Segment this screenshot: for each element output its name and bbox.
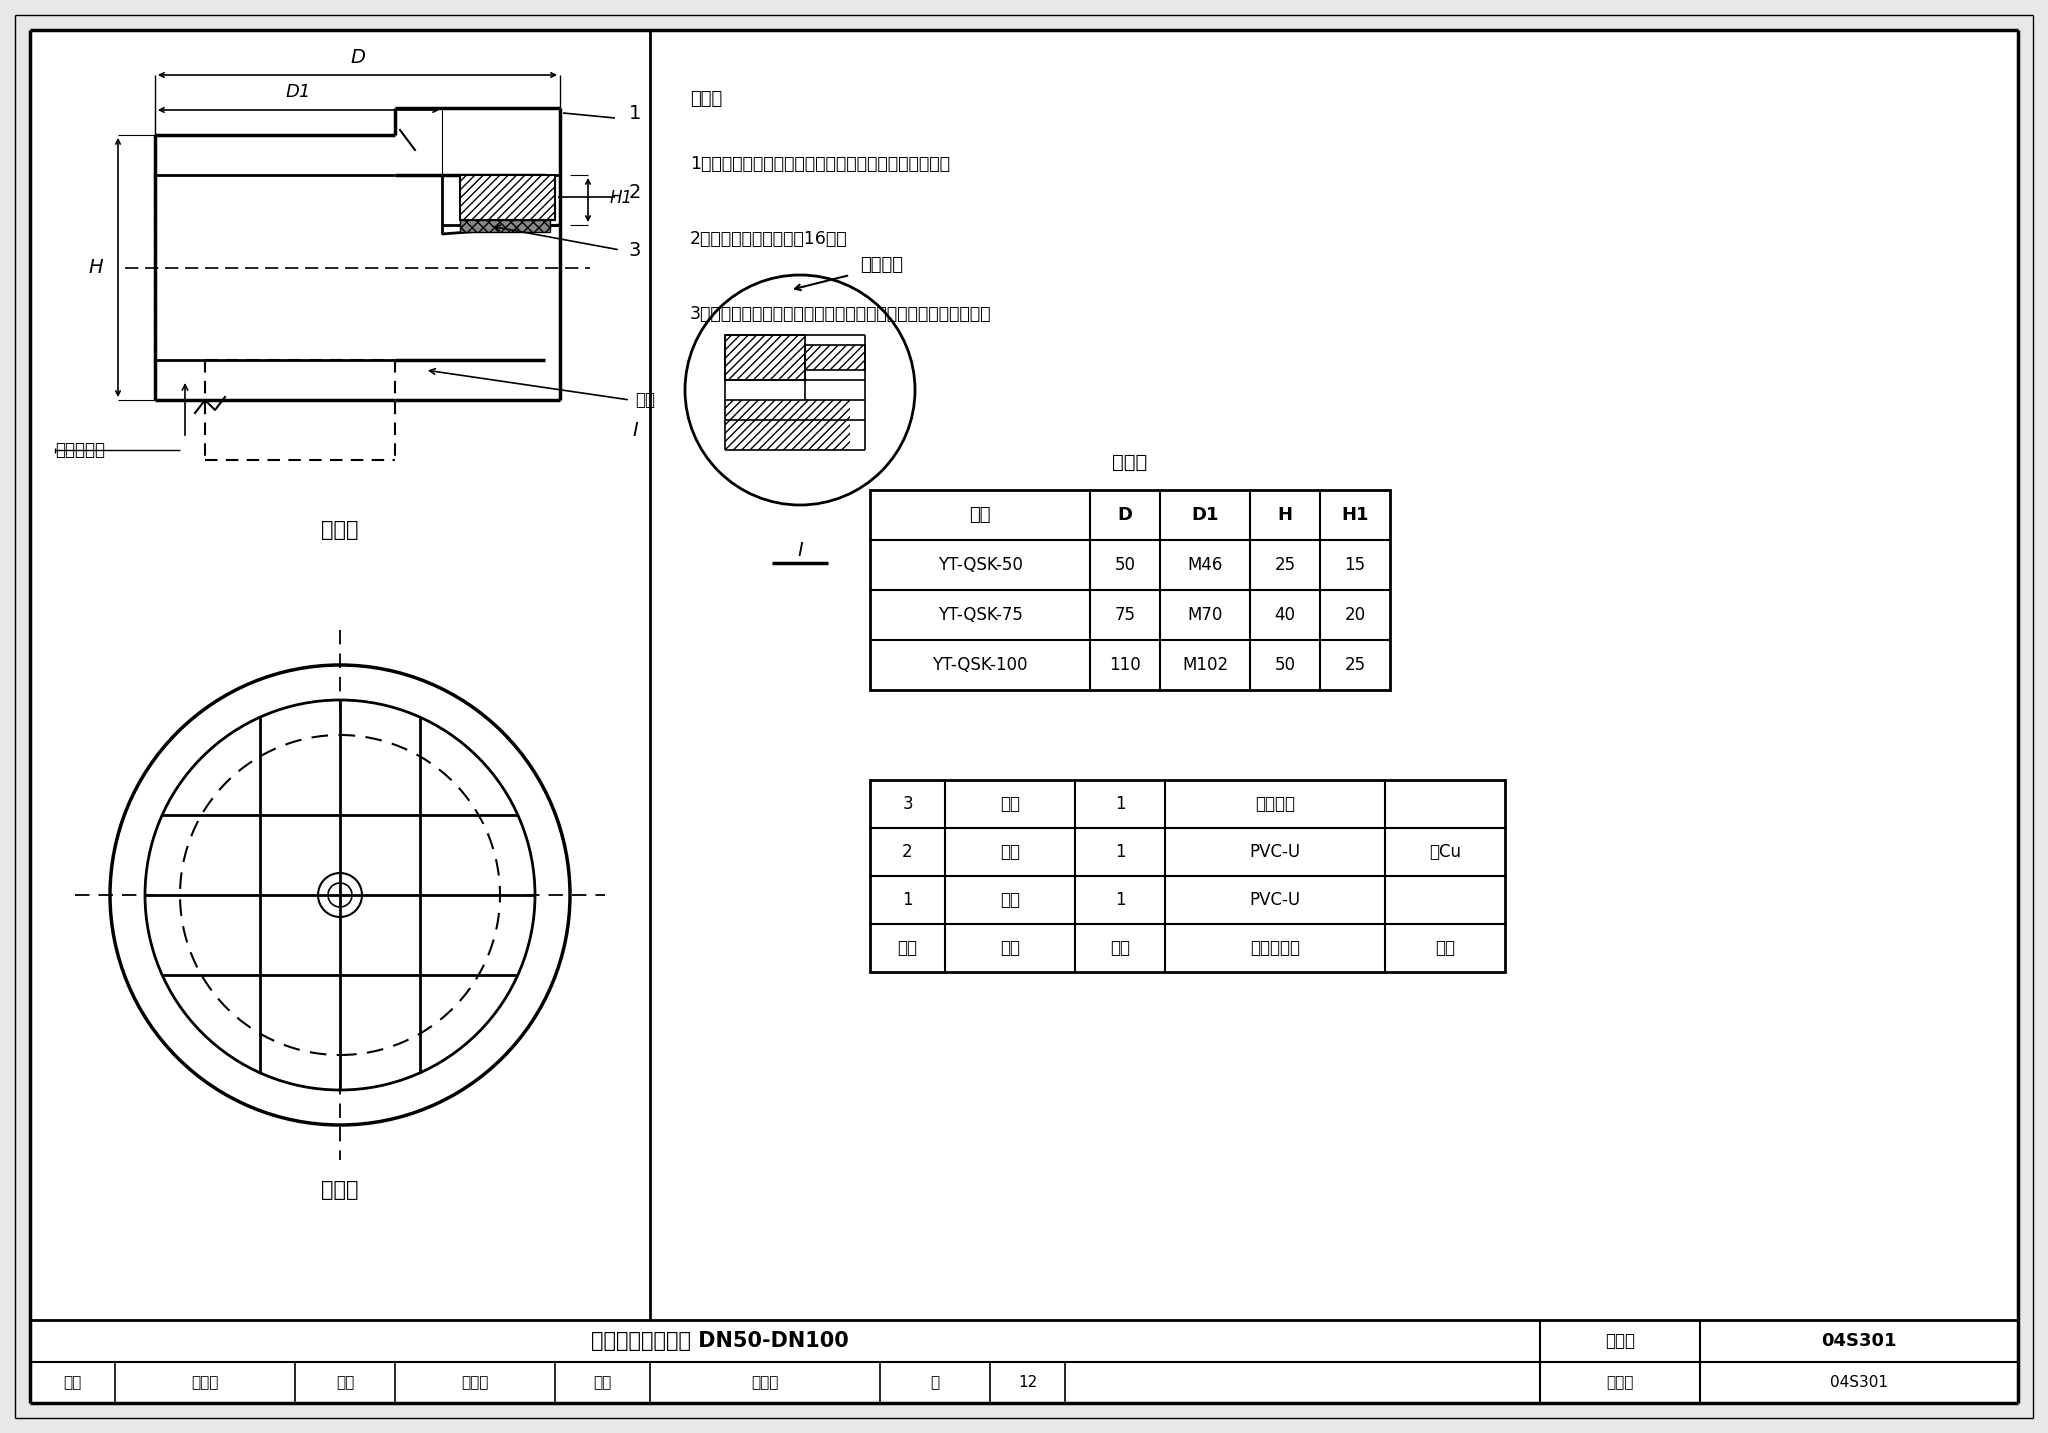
Text: 本体: 本体 (999, 891, 1020, 909)
Text: D: D (350, 47, 365, 66)
Text: D: D (1118, 506, 1133, 524)
Text: 3: 3 (629, 241, 641, 259)
Text: 2: 2 (629, 182, 641, 202)
Text: M46: M46 (1188, 556, 1223, 575)
Text: 马信国: 马信国 (461, 1376, 489, 1390)
Text: 垫圈: 垫圈 (999, 795, 1020, 813)
Text: 审核: 审核 (63, 1376, 82, 1390)
Bar (725, 335, 805, 380)
Text: I: I (633, 420, 637, 440)
Circle shape (684, 275, 915, 504)
Circle shape (111, 665, 569, 1125)
Text: 型号: 型号 (969, 506, 991, 524)
Text: 20: 20 (1343, 606, 1366, 623)
Text: 图集号: 图集号 (1606, 1376, 1634, 1390)
Text: 构造图: 构造图 (322, 520, 358, 540)
Text: 1: 1 (1114, 795, 1124, 813)
Text: 序号: 序号 (897, 939, 918, 957)
Text: YT-QSK-100: YT-QSK-100 (932, 656, 1028, 674)
Text: D1: D1 (287, 83, 311, 100)
Text: 1: 1 (1114, 843, 1124, 861)
Text: D1: D1 (1192, 506, 1219, 524)
Text: 设计: 设计 (594, 1376, 612, 1390)
Text: H1: H1 (610, 189, 633, 206)
Text: 04S301: 04S301 (1831, 1376, 1888, 1390)
Text: 名称: 名称 (999, 939, 1020, 957)
Text: H: H (88, 258, 102, 277)
Text: 75: 75 (1114, 606, 1135, 623)
Text: 螺纹连接: 螺纹连接 (860, 257, 903, 274)
Text: 25: 25 (1274, 556, 1296, 575)
Text: 材质或规格: 材质或规格 (1249, 939, 1300, 957)
Text: 2、本产品安装图参见第16页。: 2、本产品安装图参见第16页。 (690, 231, 848, 248)
Bar (461, 175, 555, 221)
Text: 1: 1 (1114, 891, 1124, 909)
Text: 盖板: 盖板 (999, 843, 1020, 861)
Text: 页: 页 (930, 1376, 940, 1390)
Bar (870, 490, 1391, 691)
Bar (870, 780, 1505, 972)
Bar (461, 221, 551, 232)
Text: H1: H1 (1341, 506, 1368, 524)
Text: PVC-U: PVC-U (1249, 843, 1300, 861)
Text: 2: 2 (903, 843, 913, 861)
Text: M70: M70 (1188, 606, 1223, 623)
Text: YT-QSK-75: YT-QSK-75 (938, 606, 1022, 623)
Text: 1: 1 (629, 103, 641, 122)
Text: 25: 25 (1343, 656, 1366, 674)
Text: 1、盖板材质有塑料或铜，由设计者根据具体工程确定。: 1、盖板材质有塑料或铜，由设计者根据具体工程确定。 (690, 155, 950, 173)
Text: 图集号: 图集号 (1606, 1333, 1634, 1350)
Text: 3: 3 (903, 795, 913, 813)
Text: 氯丁橡胶: 氯丁橡胶 (1255, 795, 1294, 813)
Bar (725, 400, 805, 450)
Bar (805, 400, 850, 450)
Text: 50: 50 (1114, 556, 1135, 575)
Text: 尺寸表: 尺寸表 (1112, 453, 1147, 471)
Text: 50: 50 (1274, 656, 1296, 674)
Text: I: I (797, 540, 803, 559)
Text: 备注: 备注 (1436, 939, 1454, 957)
Text: PVC-U: PVC-U (1249, 891, 1300, 909)
Text: 110: 110 (1110, 656, 1141, 674)
Text: 杨海键: 杨海键 (752, 1376, 778, 1390)
Text: 塑料清扫口构造图 DN50-DN100: 塑料清扫口构造图 DN50-DN100 (592, 1331, 848, 1351)
Text: 12: 12 (1018, 1376, 1036, 1390)
Text: 或Cu: 或Cu (1430, 843, 1460, 861)
Text: 数量: 数量 (1110, 939, 1130, 957)
Text: 04S301: 04S301 (1821, 1333, 1896, 1350)
Text: 校对: 校对 (336, 1376, 354, 1390)
Text: 塑料排水管: 塑料排水管 (55, 441, 104, 459)
Text: 15: 15 (1343, 556, 1366, 575)
Text: 1: 1 (903, 891, 913, 909)
Text: 40: 40 (1274, 606, 1296, 623)
Bar (805, 345, 864, 370)
Text: M102: M102 (1182, 656, 1229, 674)
Text: 冯旭东: 冯旭东 (190, 1376, 219, 1390)
Text: 粘接: 粘接 (635, 391, 655, 408)
Text: 3、本产品系根据福建省亚通塑胶有限公司提供的技术资料编制。: 3、本产品系根据福建省亚通塑胶有限公司提供的技术资料编制。 (690, 305, 991, 322)
Text: 俯视图: 俯视图 (322, 1179, 358, 1199)
Text: 说明：: 说明： (690, 90, 723, 107)
Text: H: H (1278, 506, 1292, 524)
Text: YT-QSK-50: YT-QSK-50 (938, 556, 1022, 575)
